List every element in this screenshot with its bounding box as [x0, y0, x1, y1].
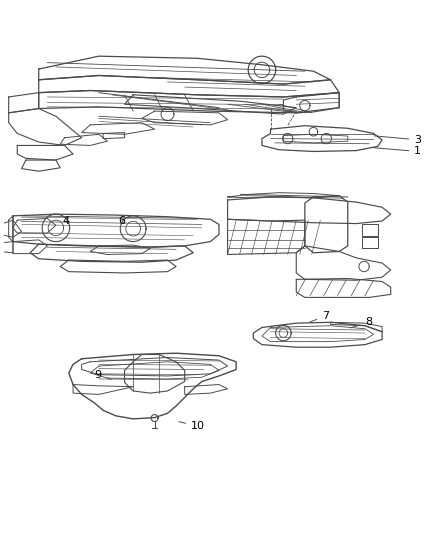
Polygon shape: [262, 326, 374, 342]
Polygon shape: [305, 196, 348, 253]
Text: 3: 3: [374, 135, 421, 145]
Polygon shape: [39, 56, 331, 84]
Polygon shape: [13, 214, 219, 247]
Polygon shape: [228, 192, 339, 198]
Polygon shape: [9, 216, 13, 241]
Polygon shape: [21, 160, 60, 171]
Text: 8: 8: [350, 317, 372, 328]
Bar: [362, 237, 378, 248]
Polygon shape: [39, 76, 339, 97]
Polygon shape: [185, 384, 228, 394]
Polygon shape: [13, 219, 56, 233]
Polygon shape: [9, 93, 39, 113]
Polygon shape: [296, 279, 391, 297]
Polygon shape: [13, 240, 47, 254]
Polygon shape: [253, 322, 382, 347]
Polygon shape: [81, 358, 228, 376]
Polygon shape: [60, 134, 107, 146]
Polygon shape: [283, 134, 348, 143]
Polygon shape: [90, 245, 150, 254]
Polygon shape: [17, 146, 73, 160]
Text: 10: 10: [179, 421, 205, 431]
Text: 1: 1: [370, 147, 421, 157]
Bar: [362, 224, 378, 236]
Text: 9: 9: [95, 370, 111, 379]
Polygon shape: [39, 91, 339, 113]
Polygon shape: [60, 260, 176, 273]
Polygon shape: [228, 197, 391, 223]
Polygon shape: [283, 93, 339, 113]
Polygon shape: [81, 123, 155, 134]
Polygon shape: [296, 246, 391, 280]
Text: 7: 7: [310, 311, 329, 322]
Polygon shape: [228, 219, 305, 254]
Polygon shape: [90, 362, 219, 379]
Polygon shape: [124, 354, 185, 393]
Polygon shape: [262, 126, 382, 151]
Text: 4: 4: [62, 215, 70, 225]
Polygon shape: [142, 111, 228, 125]
Polygon shape: [30, 244, 193, 262]
Polygon shape: [331, 322, 382, 332]
Polygon shape: [0, 220, 21, 237]
Text: 6: 6: [118, 215, 125, 225]
Polygon shape: [103, 133, 124, 139]
Polygon shape: [69, 353, 236, 419]
Polygon shape: [73, 384, 133, 394]
Polygon shape: [124, 95, 296, 114]
Polygon shape: [9, 109, 81, 146]
Polygon shape: [0, 241, 13, 253]
